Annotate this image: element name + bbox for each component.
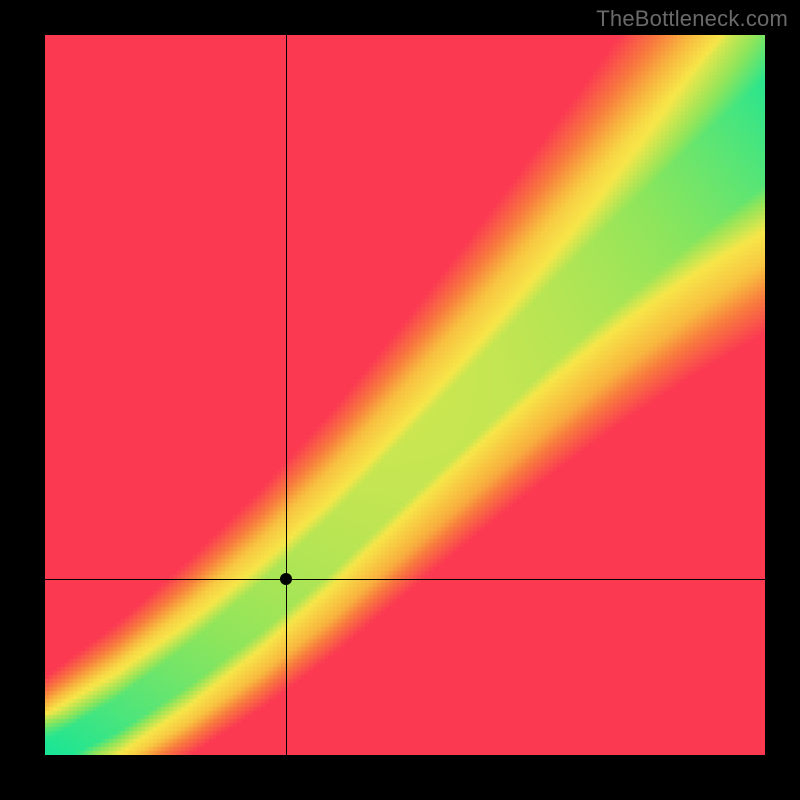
crosshair-vertical (286, 35, 287, 755)
crosshair-marker (280, 573, 292, 585)
heatmap-canvas (45, 35, 765, 755)
heatmap-plot (45, 35, 765, 755)
watermark-text: TheBottleneck.com (596, 6, 788, 32)
chart-container: TheBottleneck.com (0, 0, 800, 800)
crosshair-horizontal (45, 579, 765, 580)
